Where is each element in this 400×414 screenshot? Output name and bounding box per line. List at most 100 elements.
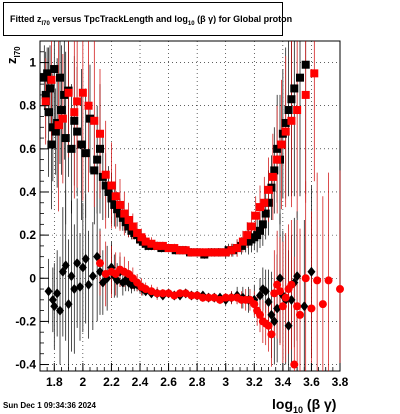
data-point-square <box>287 116 296 125</box>
data-point-circle <box>221 293 230 302</box>
x-tick-label: 2.6 <box>160 375 177 389</box>
data-point-square <box>310 69 319 78</box>
data-point-square <box>96 129 104 138</box>
data-point-diamond <box>44 286 53 297</box>
data-point-square <box>261 209 270 218</box>
data-point-circle <box>318 300 327 309</box>
data-point-square <box>164 244 173 253</box>
title-box: Fitted zI70 versus TpcTrackLength and lo… <box>3 2 292 36</box>
x-tick-label: 2.2 <box>103 375 120 389</box>
data-point-circle <box>301 274 310 283</box>
data-point-square <box>128 222 137 231</box>
data-point-diamond <box>267 309 276 320</box>
data-point-square <box>90 116 99 125</box>
title-part3: (β γ) for Global proton <box>194 14 293 24</box>
data-point-square <box>237 241 246 250</box>
data-point-square <box>273 155 282 164</box>
data-point-square <box>181 246 190 255</box>
data-point-circle <box>96 259 104 268</box>
data-point-square <box>187 248 196 257</box>
data-point-diamond <box>300 301 309 312</box>
data-point-square <box>107 181 116 190</box>
data-point-square <box>78 88 87 97</box>
data-point-square <box>264 185 273 194</box>
data-point-square <box>141 237 150 246</box>
data-point-square <box>238 237 247 246</box>
data-point-square <box>48 123 57 132</box>
data-point-square <box>86 114 94 123</box>
data-point-diamond <box>284 320 293 331</box>
y-tick-label: 0.8 <box>19 99 36 113</box>
data-point-square <box>73 97 82 106</box>
data-point-square <box>258 220 267 229</box>
data-point-circle <box>264 321 273 330</box>
data-point-square <box>47 75 56 84</box>
data-point-square <box>70 116 79 125</box>
y-axis-label: zI70 <box>4 46 22 64</box>
data-point-square <box>73 127 82 136</box>
data-point-circle <box>198 293 207 302</box>
data-point-square <box>301 90 310 99</box>
data-point-square <box>137 233 146 242</box>
x-tick-label: 2.8 <box>189 375 206 389</box>
data-point-circle <box>281 293 290 302</box>
data-point-circle <box>204 293 213 302</box>
data-point-square <box>111 192 120 201</box>
data-point-diamond <box>307 266 316 277</box>
data-point-square <box>77 140 86 149</box>
data-point-square <box>158 241 167 250</box>
x-tick-label: 2.4 <box>132 375 149 389</box>
data-point-square <box>57 106 66 115</box>
data-point-square <box>43 69 52 78</box>
data-point-square <box>170 244 179 253</box>
data-point-square <box>64 88 73 97</box>
data-point-diamond <box>93 251 102 262</box>
data-point-diamond <box>256 290 264 301</box>
data-point-square <box>104 187 113 196</box>
data-point-square <box>293 106 302 115</box>
data-point-diamond <box>56 305 64 316</box>
data-point-square <box>54 121 63 130</box>
y-tick-label: 0.4 <box>19 185 36 199</box>
data-point-square <box>113 205 122 214</box>
data-point-square <box>153 241 162 250</box>
title-sub2: 10 <box>187 21 195 27</box>
data-point-square <box>84 101 93 110</box>
data-point-square <box>101 181 110 190</box>
x-tick-label: 1.8 <box>46 375 63 389</box>
data-point-diamond <box>81 253 90 264</box>
y-tick-label: -0.4 <box>15 358 36 372</box>
title-sub1: I70 <box>41 21 50 27</box>
data-point-circle <box>290 360 299 369</box>
data-point-square <box>44 108 53 117</box>
data-point-square <box>67 144 76 153</box>
data-point-square <box>118 213 127 222</box>
data-point-square <box>193 248 202 257</box>
data-point-square <box>58 114 67 123</box>
data-point-square <box>296 73 304 82</box>
chart-title: Fitted zI70 versus TpcTrackLength and lo… <box>10 14 293 27</box>
x-tick-label: 3 <box>222 375 229 389</box>
data-point-square <box>198 248 207 257</box>
x-tick-label: 3.4 <box>275 375 292 389</box>
axes: 1.8 2 2.2 2.4 2.6 2.8 3 3.2 3.4 3.6 3.8 -0.4 -0.2 0 0.… <box>15 51 349 389</box>
data-point-circle <box>296 310 304 319</box>
data-point-diamond <box>50 301 59 312</box>
data-point-circle <box>278 302 287 311</box>
data-point-square <box>124 222 133 231</box>
data-point-square <box>70 108 79 117</box>
data-point-diamond <box>84 279 93 290</box>
data-point-square <box>290 84 299 93</box>
data-point-square <box>47 140 56 149</box>
data-point-circle <box>158 289 167 298</box>
data-point-square <box>101 170 110 179</box>
data-point-circle <box>153 289 162 298</box>
data-point-square <box>90 166 99 175</box>
data-point-square <box>253 231 262 240</box>
data-point-diamond <box>276 273 284 284</box>
data-point-square <box>281 118 290 127</box>
data-point-square <box>96 144 104 153</box>
data-point-square <box>147 239 156 248</box>
data-point-circle <box>273 280 282 289</box>
